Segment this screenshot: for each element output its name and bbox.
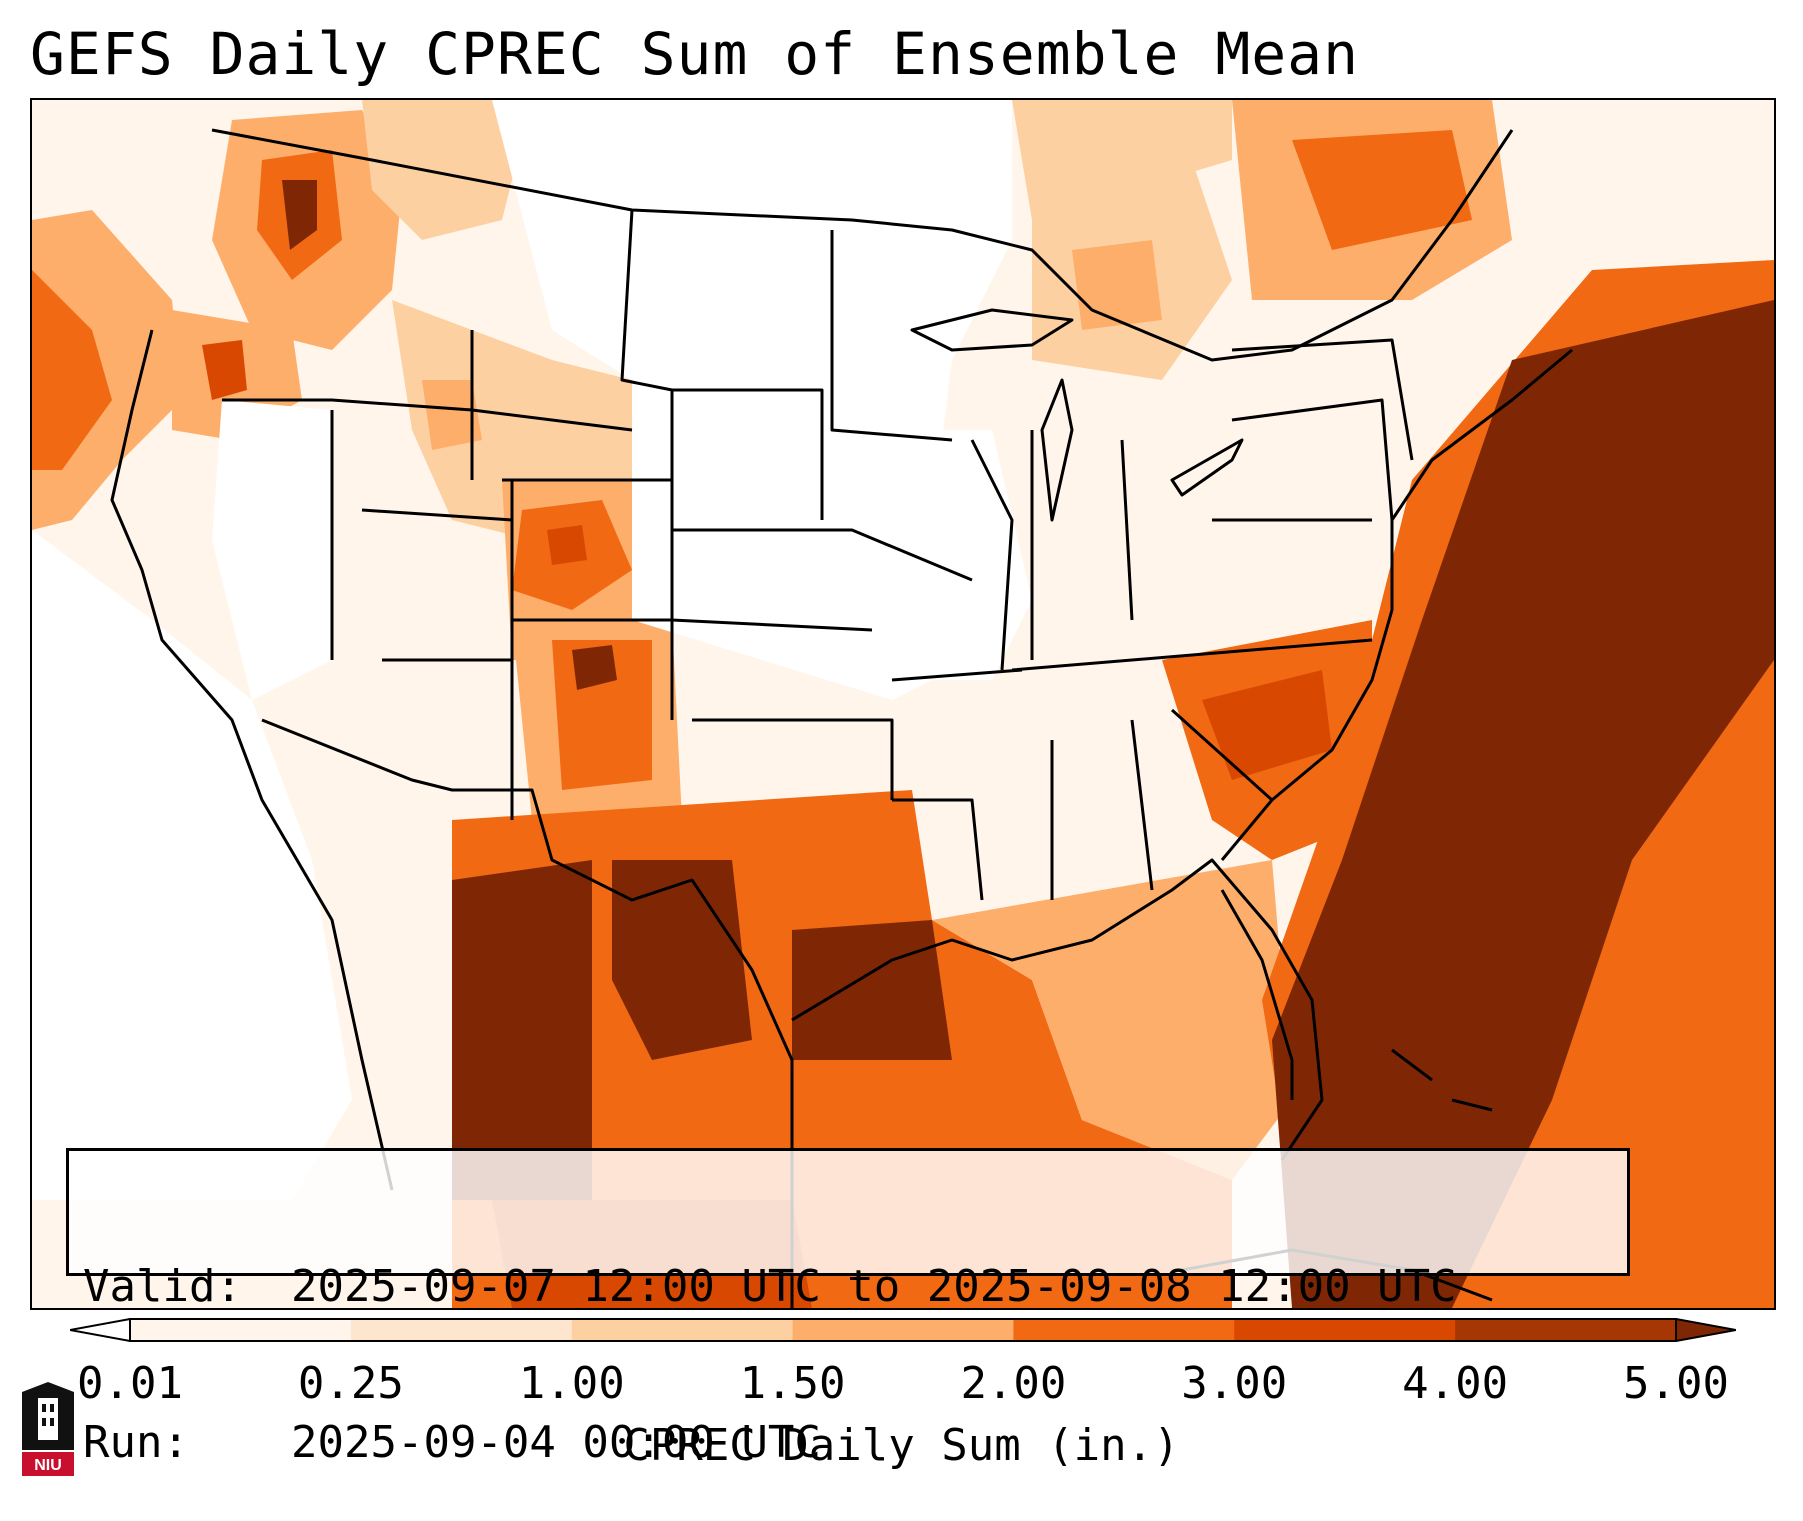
- precipitation-map: [32, 100, 1774, 1308]
- state-lines-east: [1011, 338, 1414, 900]
- lake-erie: [1170, 438, 1244, 497]
- precip-region-cascades-peak: [282, 180, 317, 250]
- lake-michigan: [1040, 378, 1074, 522]
- us-mexico-border: [261, 718, 794, 1308]
- colorbar-tick-label: 1.50: [739, 1358, 846, 1409]
- colorbar-segment: [1013, 1319, 1235, 1341]
- colorbar-segment: [130, 1319, 352, 1341]
- colorbar-tick-label: 4.00: [1402, 1358, 1509, 1409]
- valid-label: Valid:: [83, 1261, 242, 1312]
- niu-logo: NIU: [22, 1382, 74, 1476]
- colorbar-segment: [350, 1319, 573, 1341]
- precip-region-oregon-core: [202, 340, 247, 400]
- precip-region-rockies-spot: [422, 380, 482, 450]
- state-lines-central: [671, 230, 1023, 901]
- lake-superior: [910, 308, 1074, 352]
- colorbar-tick-label: 5.00: [1623, 1358, 1729, 1409]
- precip-region-canada-west: [362, 100, 532, 240]
- florida-peninsula: [1220, 889, 1294, 1100]
- colorbar-tick-label: 0.25: [297, 1358, 404, 1409]
- precip-region-texas-core: [452, 860, 592, 1200]
- precip-region-gulf: [932, 860, 1292, 1180]
- colorbar-segment: [1234, 1319, 1456, 1341]
- precip-region-canada-central: [1012, 100, 1232, 220]
- colorbar-tick-label: 3.00: [1181, 1358, 1288, 1409]
- precip-region-colorado-peak: [547, 525, 587, 565]
- colorbar-tick-label: 0.01: [77, 1358, 183, 1409]
- run-line: Run: 2025-09-04 00:00 UTC: [83, 1417, 1627, 1469]
- colorbar-under-triangle: [70, 1318, 131, 1342]
- bahamas: [1391, 1048, 1493, 1112]
- colorbar-outline: [129, 1318, 1677, 1342]
- colorbar-tick-label: 2.00: [960, 1358, 1067, 1409]
- precip-region-gulf-coast: [792, 920, 952, 1060]
- precip-region-new-mexico-peak: [572, 645, 617, 690]
- precip-region-carolinas-core: [1202, 670, 1332, 780]
- valid-run-info-box: Valid: 2025-09-07 12:00 UTC to 2025-09-08…: [66, 1148, 1630, 1468]
- colorbar-over-triangle: [1675, 1318, 1736, 1342]
- colorbar-label: CPREC Daily Sum (in.): [623, 1420, 1180, 1471]
- chart-title: GEFS Daily CPREC Sum of Ensemble Mean: [30, 20, 1360, 88]
- colorbar-segment: [792, 1319, 1014, 1341]
- precip-region-pacific-west-core: [32, 270, 112, 470]
- run-value: 2025-09-04 00:00 UTC: [291, 1417, 821, 1468]
- colorbar-segment: [1455, 1319, 1677, 1341]
- atlantic-coast-line: [1220, 348, 1573, 861]
- precip-region-great-lakes-core: [1072, 240, 1162, 330]
- run-label: Run:: [83, 1417, 189, 1468]
- precip-region-quebec-core: [1292, 130, 1472, 250]
- boundaries: [110, 128, 1573, 1308]
- valid-line: Valid: 2025-09-07 12:00 UTC to 2025-09-08…: [83, 1261, 1627, 1313]
- us-canada-border: [211, 128, 1514, 362]
- colorbar-segment: [571, 1319, 794, 1341]
- dry-region-nevada: [212, 400, 332, 700]
- niu-logo-banner: [22, 1452, 74, 1476]
- valid-value: 2025-09-07 12:00 UTC to 2025-09-08 12:00…: [291, 1261, 1457, 1312]
- precip-region-texas-core2: [612, 860, 752, 1060]
- dry-region-midwest: [832, 430, 1032, 680]
- map-panel: [30, 98, 1776, 1310]
- pacific-coast: [110, 329, 394, 1191]
- niu-logo-text: NIU: [34, 1457, 62, 1474]
- gulf-coast-line: [791, 858, 1324, 1161]
- state-lines-west: [222, 209, 674, 820]
- niu-logo-tower: [38, 1398, 58, 1440]
- colorbar: [70, 1318, 1736, 1342]
- dry-region-california: [32, 530, 352, 1200]
- colorbar-tick-label: 1.00: [518, 1358, 625, 1409]
